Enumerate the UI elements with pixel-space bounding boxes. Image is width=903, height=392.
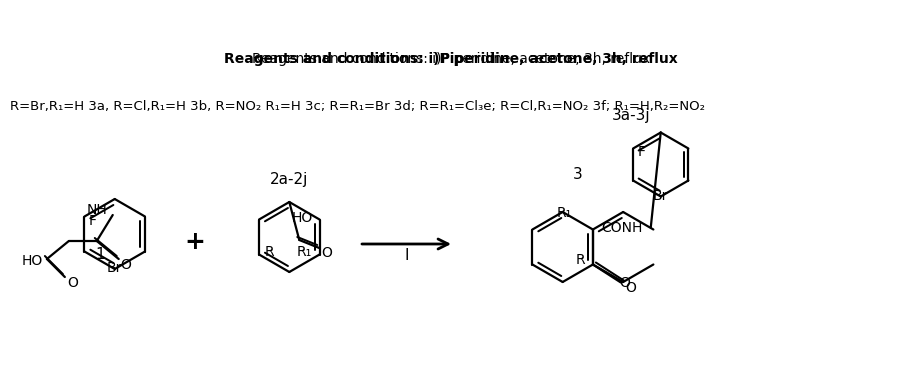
Text: R: R <box>265 245 275 258</box>
Text: O: O <box>321 246 331 260</box>
Text: Reagents and conditions: i)Piperidine, acetone, 3h, reflux: Reagents and conditions: i)Piperidine, a… <box>224 52 677 66</box>
Text: NH: NH <box>87 203 107 217</box>
Text: Reagents and conditions: i)Piperidine, acetone, 3h, reflux: Reagents and conditions: i)Piperidine, a… <box>252 52 649 66</box>
Text: 1: 1 <box>95 247 105 262</box>
Text: R₁: R₁ <box>556 206 572 220</box>
Text: 3a-3j: 3a-3j <box>610 107 649 123</box>
Text: I: I <box>404 249 408 263</box>
Text: F: F <box>638 145 646 158</box>
Text: O: O <box>619 276 630 290</box>
Text: O: O <box>624 281 635 294</box>
Text: 2a-2j: 2a-2j <box>270 172 308 187</box>
Text: +: + <box>184 230 205 254</box>
Text: R=Br,R₁=H 3a, R=Cl,R₁=H 3b, R=NO₂ R₁=H 3c; R=R₁=Br 3d; R=R₁=Cl₃e; R=Cl,R₁=NO₂ 3f: R=Br,R₁=H 3a, R=Cl,R₁=H 3b, R=NO₂ R₁=H 3… <box>10 100 704 113</box>
Text: CONH: CONH <box>600 221 641 234</box>
Text: R₁: R₁ <box>296 245 312 258</box>
Text: HO: HO <box>22 254 42 268</box>
Text: Br: Br <box>652 189 667 203</box>
Text: O: O <box>67 276 78 290</box>
Text: R: R <box>574 254 584 267</box>
Text: F: F <box>88 214 97 227</box>
Text: O: O <box>121 258 132 272</box>
Text: HO: HO <box>292 211 312 225</box>
Text: Br: Br <box>107 261 122 275</box>
Text: 3: 3 <box>573 167 582 182</box>
